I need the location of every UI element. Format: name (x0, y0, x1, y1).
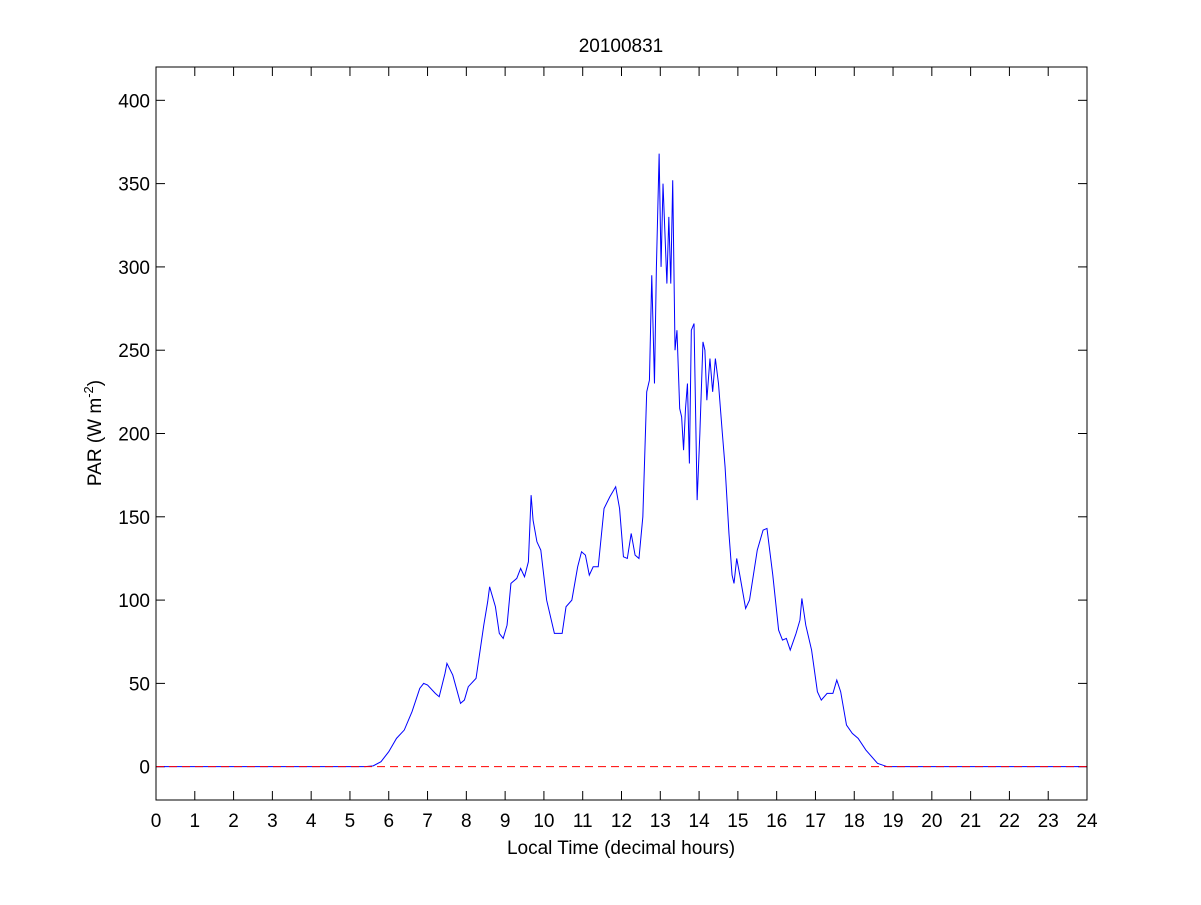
x-tick-label: 24 (1076, 811, 1098, 832)
y-tick-label: 0 (139, 758, 150, 779)
x-tick-label: 12 (611, 811, 632, 832)
y-tick-label: 300 (118, 258, 150, 279)
x-tick-label: 4 (306, 811, 317, 832)
x-tick-label: 6 (383, 811, 394, 832)
x-tick-label: 0 (151, 811, 162, 832)
y-tick-label: 100 (118, 591, 150, 612)
x-tick-label: 2 (228, 811, 239, 832)
x-tick-label: 21 (960, 811, 981, 832)
x-tick-label: 23 (1038, 811, 1059, 832)
x-tick-label: 7 (422, 811, 433, 832)
x-tick-label: 1 (190, 811, 201, 832)
y-label-sup: -2 (81, 386, 96, 398)
x-tick-label: 22 (999, 811, 1020, 832)
x-tick-label: 8 (461, 811, 472, 832)
data-line (156, 153, 1087, 768)
y-label-end: ) (85, 380, 106, 386)
x-tick-label: 15 (727, 811, 748, 832)
axes-box (155, 66, 1088, 801)
x-tick-label: 10 (533, 811, 554, 832)
y-tick-label: 150 (118, 508, 150, 529)
chart-title: 20100831 (579, 36, 664, 57)
plot-area (156, 67, 1087, 800)
x-tick-label: 14 (689, 811, 711, 832)
y-label-text: PAR (W m (85, 398, 106, 486)
y-tick-label: 350 (118, 175, 150, 196)
x-tick-label: 20 (921, 811, 942, 832)
x-tick-label: 3 (267, 811, 278, 832)
x-axis-label: Local Time (decimal hours) (507, 838, 735, 859)
x-tick-label: 13 (650, 811, 671, 832)
y-tick-label: 400 (118, 91, 150, 112)
x-tick-label: 18 (844, 811, 865, 832)
y-axis-label: PAR (W m-2) (81, 380, 106, 486)
x-tick-label: 19 (882, 811, 903, 832)
x-tick-label: 9 (500, 811, 511, 832)
x-tick-label: 17 (805, 811, 826, 832)
x-tick-label: 5 (345, 811, 356, 832)
y-tick-label: 50 (129, 674, 150, 695)
x-tick-label: 16 (766, 811, 787, 832)
x-tick-label: 11 (573, 811, 593, 832)
y-tick-label: 250 (118, 341, 150, 362)
y-tick-label: 200 (118, 425, 150, 446)
